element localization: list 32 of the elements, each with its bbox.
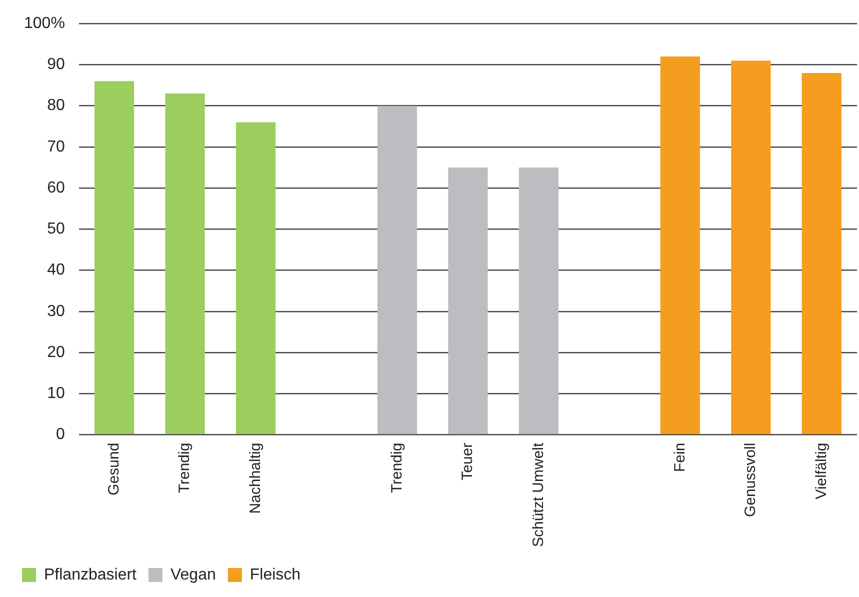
x-tick-label: Vielfältig [812, 442, 830, 500]
y-tick-label: 80 [47, 97, 66, 114]
y-tick-label: 100% [24, 15, 65, 32]
y-tick-label: 30 [47, 302, 66, 320]
y-tick-label: 0 [56, 426, 66, 444]
bar [802, 72, 842, 434]
x-tick-label: Nachhaltig [246, 442, 264, 514]
y-tick-label: 20 [47, 344, 66, 361]
x-tick-label: Genussvoll [742, 442, 760, 518]
x-tick-label: Gesund [105, 442, 122, 496]
x-tick-label: Fein [671, 442, 688, 472]
y-tick-label: 50 [47, 220, 66, 238]
bar [448, 168, 488, 434]
x-tick-label: Trendig [388, 442, 406, 494]
legend-label: Fleisch [250, 566, 301, 584]
y-tick-label: 90 [47, 56, 66, 74]
bar [377, 106, 418, 434]
bar [94, 81, 134, 434]
legend-label: Pflanzbasiert [44, 566, 138, 584]
x-tick-label: Schützt Umwelt [530, 442, 547, 548]
bar [165, 94, 205, 434]
bar [660, 56, 700, 434]
bar [236, 122, 276, 434]
y-tick-label: 60 [47, 179, 66, 196]
x-tick-label: Teuer [459, 442, 476, 480]
legend-label: Vegan [170, 566, 216, 584]
y-tick-label: 40 [47, 262, 66, 279]
bar [731, 60, 771, 434]
x-tick-label: Trendig [176, 442, 194, 494]
y-tick-label: 70 [47, 138, 66, 156]
y-tick-label: 10 [47, 385, 66, 402]
bar [518, 168, 558, 434]
